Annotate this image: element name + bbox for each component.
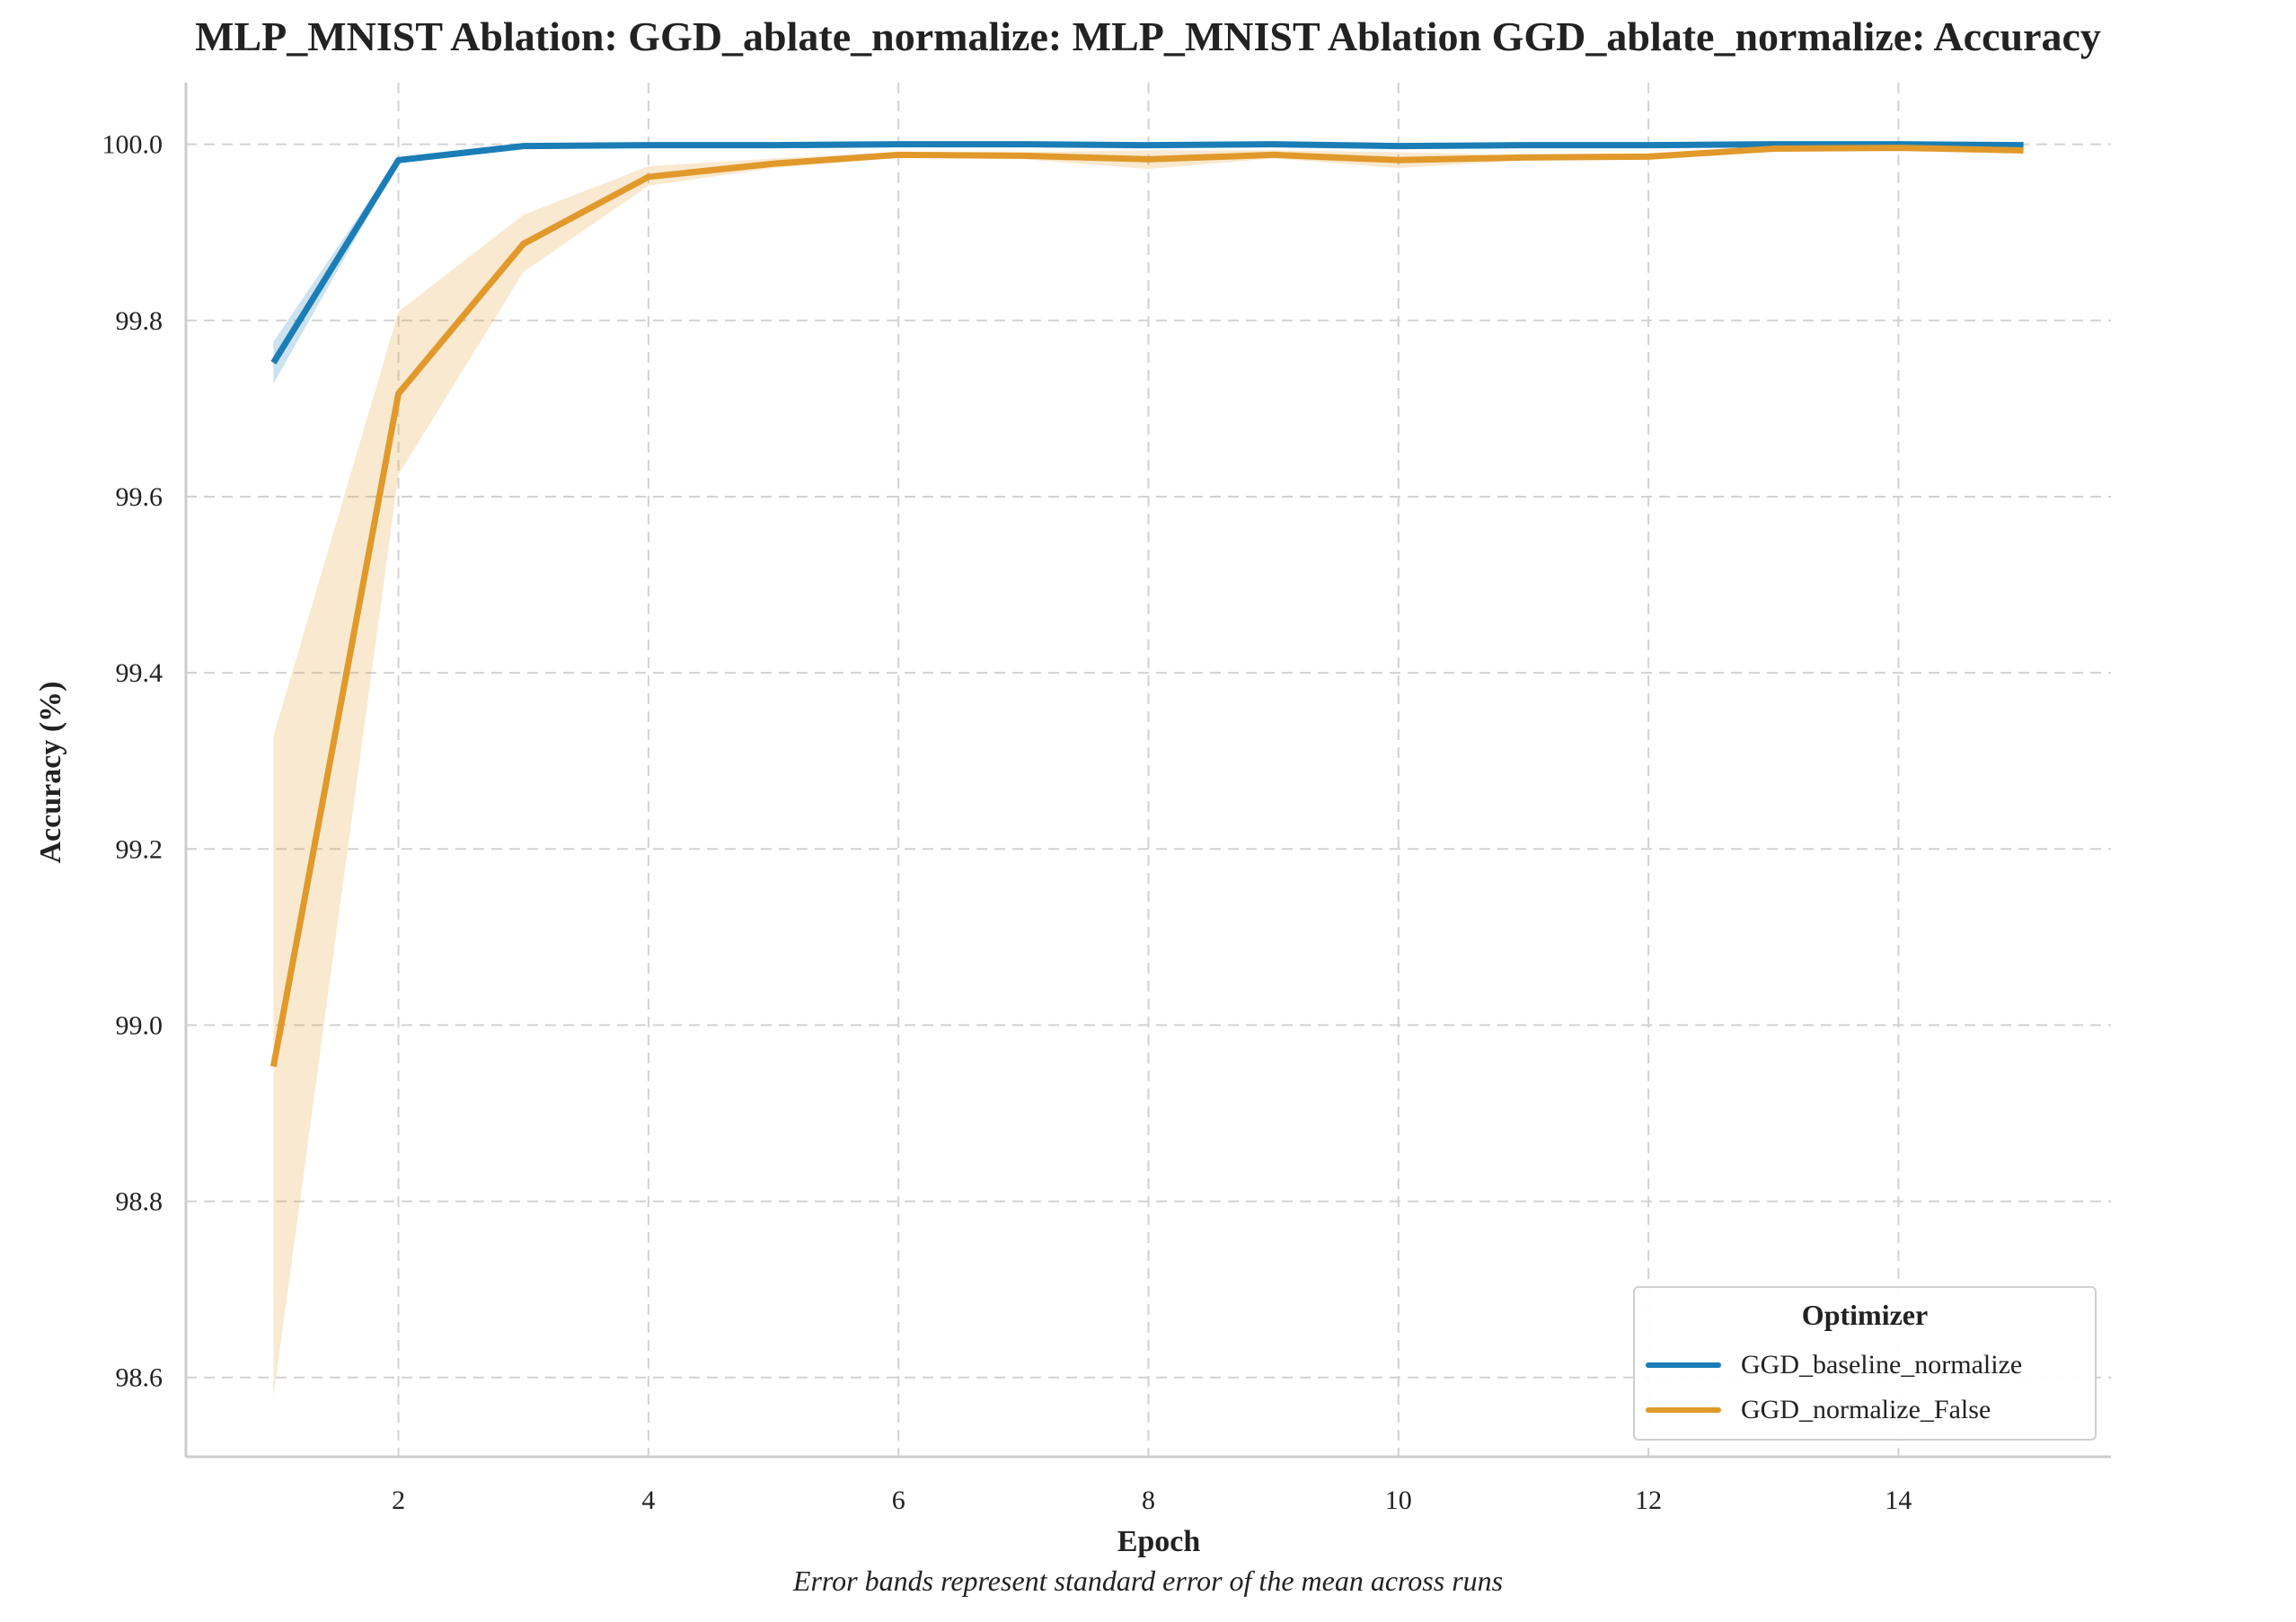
axes (184, 83, 2111, 1459)
chart-title: MLP_MNIST Ablation: GGD_ablate_normalize… (195, 13, 2101, 59)
y-tick-label: 98.6 (116, 1363, 163, 1393)
series-line-1 (269, 145, 2024, 1068)
y-tick-label: 99.4 (116, 658, 163, 688)
y-tick-label: 100.0 (102, 130, 163, 160)
x-tick-label: 4 (641, 1485, 655, 1515)
legend-label-baseline: GGD_baseline_normalize (1741, 1350, 2023, 1380)
y-tick-label: 99.0 (116, 1010, 163, 1040)
y-tick-label: 99.8 (116, 306, 163, 336)
x-tick-label: 10 (1385, 1485, 1412, 1515)
x-tick-label: 6 (892, 1485, 905, 1515)
y-tick-label: 98.8 (116, 1187, 163, 1217)
x-tick-label: 8 (1142, 1485, 1155, 1515)
grid-lines (186, 83, 2111, 1457)
legend-label-normalize-false: GGD_normalize_False (1741, 1395, 1991, 1424)
legend-swatch-baseline (1646, 1362, 1721, 1368)
y-axis-label: Accuracy (%) (34, 681, 67, 864)
series-line-0 (270, 141, 2024, 365)
legend-swatch-normalize-false (1646, 1407, 1721, 1413)
tick-labels: 2 4 6 8 10 12 14 98.6 98.8 99.0 99.2 99.4 99.6 99.8 10… (102, 130, 1912, 1515)
y-tick-label: 99.2 (116, 834, 163, 864)
legend-item-baseline: GGD_baseline_normalize (1646, 1347, 2022, 1383)
x-axis-label: Epoch (1117, 1525, 1201, 1558)
x-tick-label: 2 (392, 1485, 405, 1515)
x-tick-label: 12 (1635, 1485, 1662, 1515)
series-lines (269, 141, 2024, 1068)
x-tick-label: 14 (1885, 1485, 1912, 1515)
y-tick-label: 99.6 (116, 482, 163, 512)
legend-item-normalize-false: GGD_normalize_False (1646, 1392, 1991, 1428)
footnote: Error bands represent standard error of … (792, 1565, 1504, 1597)
legend: Optimizer GGD_baseline_normalize GGD_nor… (1633, 1286, 2097, 1441)
legend-title: Optimizer (1801, 1299, 1929, 1331)
